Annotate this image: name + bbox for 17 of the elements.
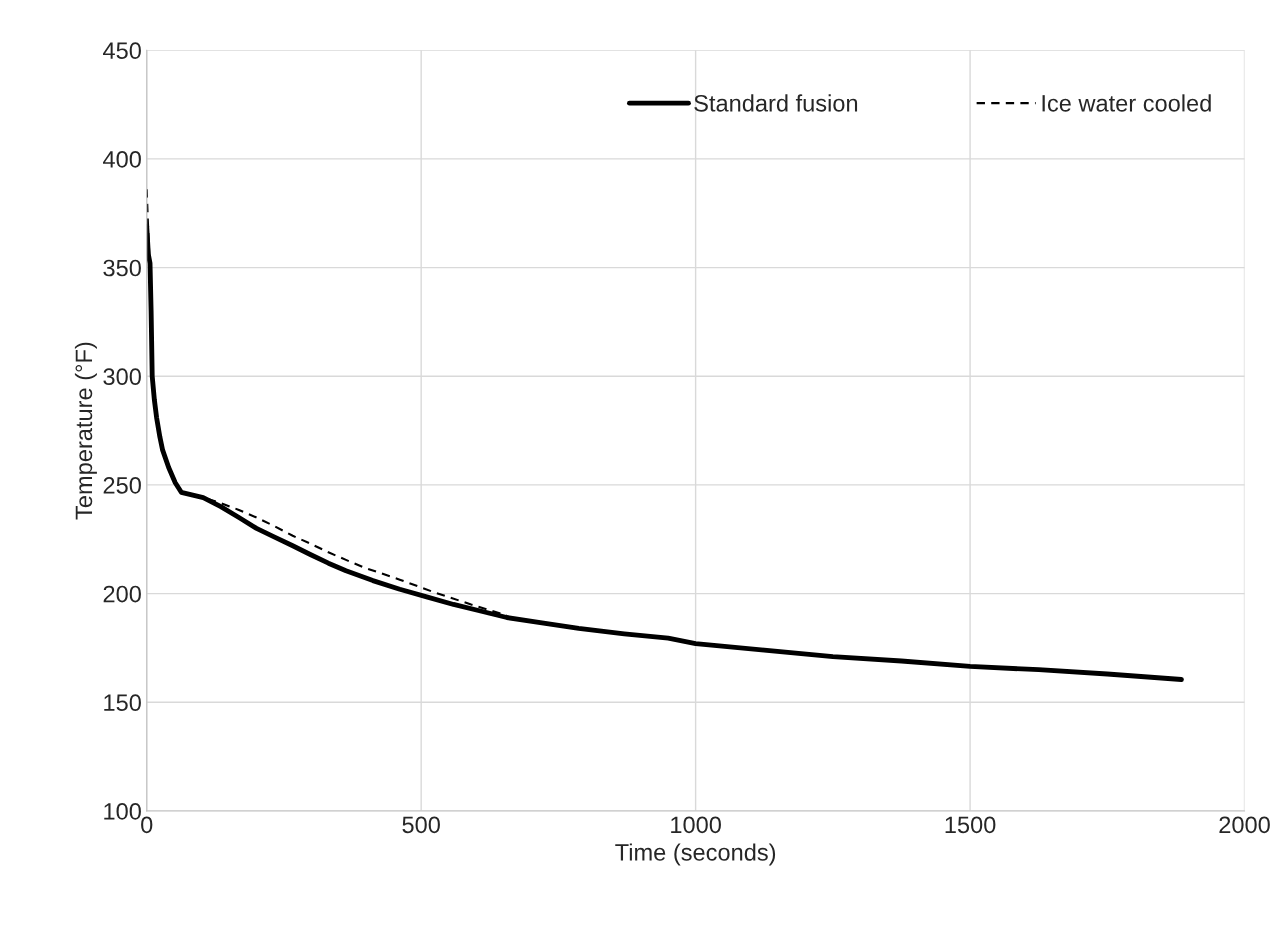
x-tick-label: 2000 xyxy=(1219,816,1270,834)
x-tick-label: 0 xyxy=(141,816,153,834)
y-tick-label: 100 xyxy=(104,803,141,820)
x-tick-label: 1500 xyxy=(945,816,996,834)
y-tick-label: 400 xyxy=(103,150,141,168)
legend-label: Standard fusion xyxy=(694,94,858,112)
y-tick-label: 250 xyxy=(103,477,141,494)
x-axis-title: Time (seconds) xyxy=(615,843,776,866)
y-tick-label: 450 xyxy=(103,42,141,60)
y-tick-label: 200 xyxy=(103,585,141,603)
y-tick-label: 300 xyxy=(103,368,141,386)
y-tick-label: 150 xyxy=(104,694,141,712)
y-axis-title: Temperature (°F) xyxy=(74,342,97,520)
y-tick-label: 350 xyxy=(103,259,141,277)
legend-label: Ice water cooled xyxy=(1042,94,1211,112)
x-tick-label: 500 xyxy=(402,816,440,834)
x-tick-label: 1000 xyxy=(671,816,721,834)
